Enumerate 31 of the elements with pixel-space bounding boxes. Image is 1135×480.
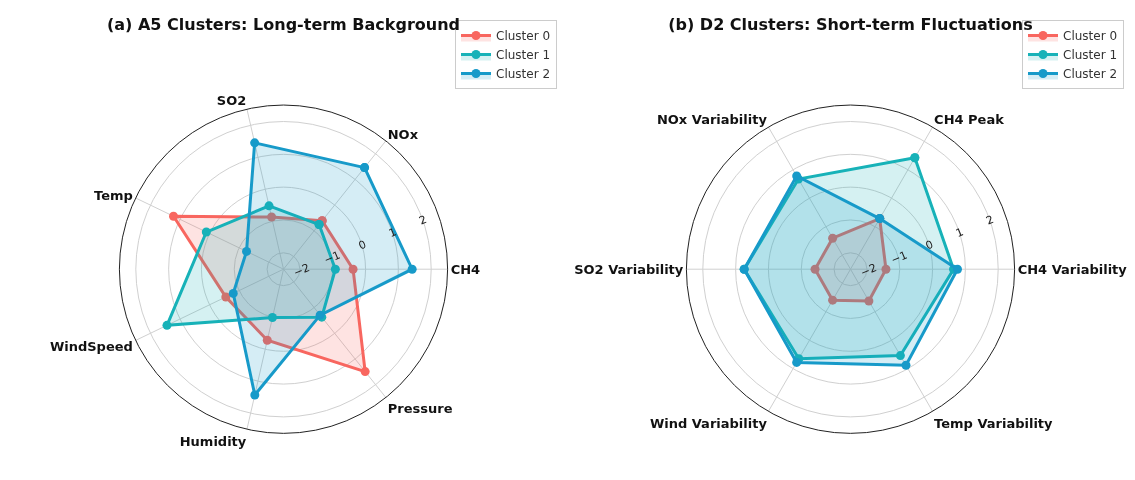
y-tick-label: 1: [953, 225, 966, 240]
chart-title: (a) A5 Clusters: Long-term Background: [106, 15, 461, 35]
spoke-label: Temp Variability: [934, 415, 1054, 431]
spoke-label: Temp: [94, 187, 133, 203]
spoke-label: Pressure: [387, 400, 453, 416]
spoke-label: NOx: [387, 127, 419, 143]
y-tick-label: 0: [356, 237, 369, 253]
spoke-label: SO2: [216, 92, 247, 108]
spoke-label: CH4 Variability: [1017, 261, 1128, 277]
legend-label: Cluster 2: [1063, 67, 1118, 82]
legend-label: Cluster 0: [496, 29, 551, 44]
y-tick-label: 2: [417, 212, 429, 228]
spoke-label: Humidity: [179, 433, 247, 449]
y-tick-label: −2: [291, 261, 312, 280]
y-tick-label: 2: [984, 212, 996, 228]
spoke-label: CH4: [450, 261, 481, 277]
y-tick-label: 1: [386, 225, 399, 240]
spoke-label: NOx Variability: [656, 112, 768, 128]
legend-label: Cluster 0: [1063, 29, 1118, 44]
spoke-label: Wind Variability: [649, 415, 768, 431]
legend-label: Cluster 1: [496, 48, 551, 63]
y-tick-label: −1: [322, 248, 343, 267]
spoke-label: CH4 Peak: [934, 112, 1005, 128]
y-tick-label: −1: [889, 248, 910, 267]
spoke-label: SO2 Variability: [574, 261, 684, 277]
spoke-label: WindSpeed: [49, 339, 133, 355]
y-tick-label: −2: [858, 261, 879, 280]
chart-title: (b) D2 Clusters: Short-term Fluctuations: [668, 15, 1033, 35]
legend-label: Cluster 1: [1063, 48, 1118, 63]
y-tick-label: 0: [923, 237, 936, 253]
legend-label: Cluster 2: [496, 67, 551, 82]
